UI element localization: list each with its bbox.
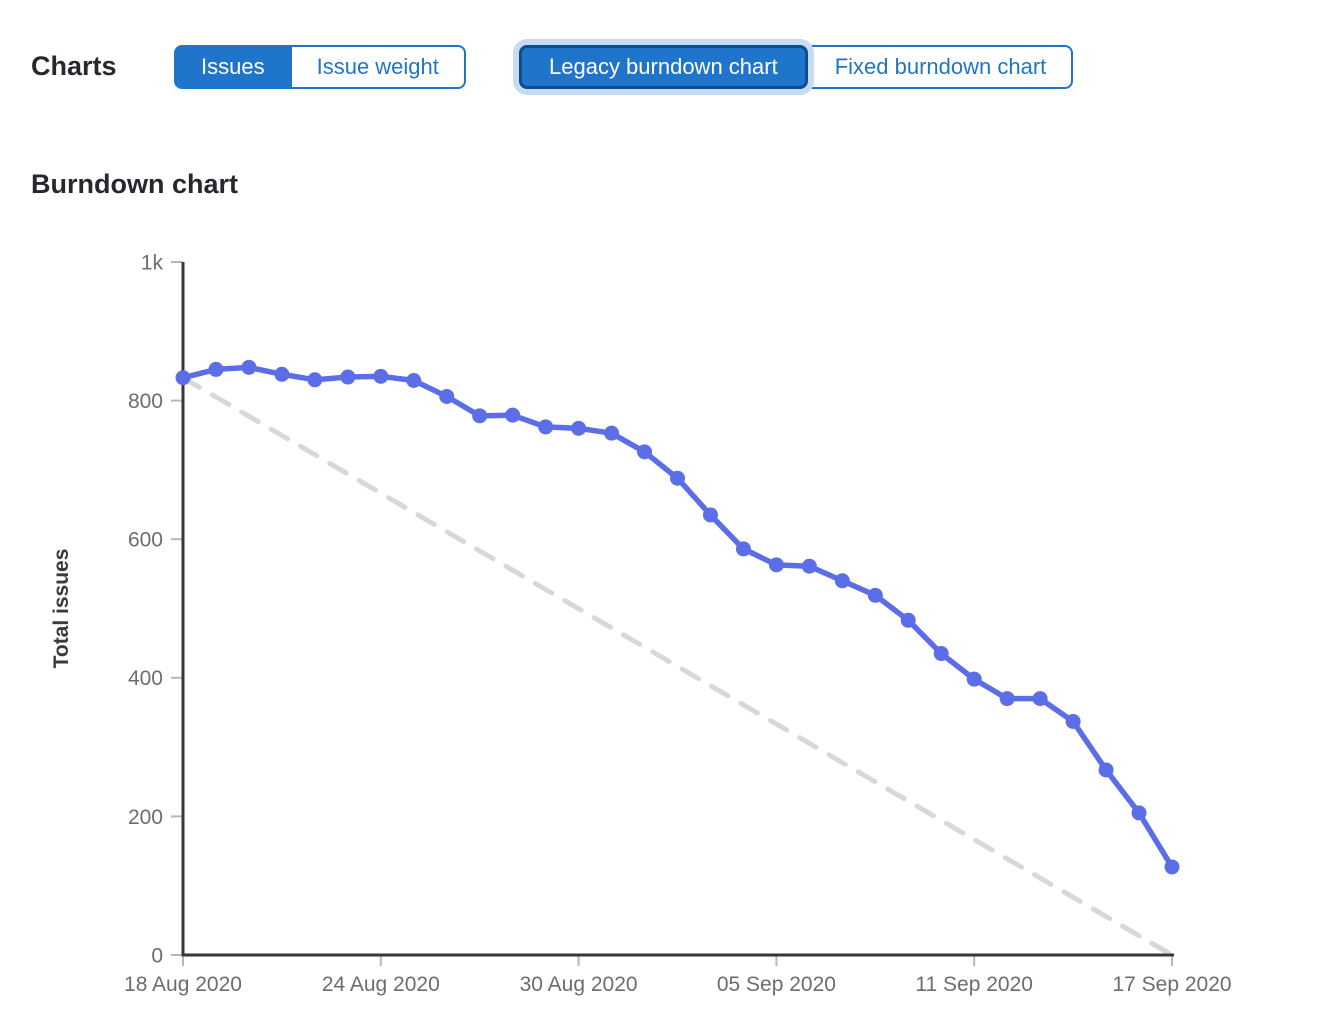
data-point[interactable] [604,425,620,441]
data-point[interactable] [241,359,257,375]
data-point[interactable] [472,408,488,424]
x-axis-tick-label: 17 Sep 2020 [1112,973,1231,996]
data-point[interactable] [637,444,653,460]
fixed-burndown-chart-button[interactable]: Fixed burndown chart [807,45,1074,89]
data-point[interactable] [900,612,916,628]
charts-heading: Charts [31,51,117,81]
data-point[interactable] [867,587,883,603]
x-axis-tick-label: 11 Sep 2020 [915,973,1033,996]
data-point[interactable] [702,507,718,523]
data-point[interactable] [505,407,521,423]
x-axis-tick-label: 30 Aug 2020 [520,973,638,996]
y-axis-tick-label: 0 [151,944,163,967]
y-axis-tick-label: 600 [128,529,163,552]
y-axis-tick-label: 800 [128,390,163,413]
data-point[interactable] [538,419,554,435]
actual-remaining-line [180,364,1175,870]
data-point[interactable] [439,388,455,404]
data-point[interactable] [175,370,191,386]
data-point[interactable] [571,420,587,436]
issue-weight-toggle-button[interactable]: Issue weight [289,45,466,89]
legacy-burndown-chart-button[interactable]: Legacy burndown chart [519,45,808,89]
chart-type-toggle-group: Legacy burndown chart Fixed burndown cha… [519,45,1074,89]
data-point[interactable] [999,691,1015,707]
y-axis-tick-label: 200 [128,806,163,829]
data-point[interactable] [208,361,224,377]
y-axis-tick-label: 400 [128,667,163,690]
y-axis-tick-label: 1k [141,251,164,274]
data-point[interactable] [670,470,685,486]
y-axis-title: Total issues [50,549,73,669]
data-point[interactable] [340,369,356,385]
burndown-chart-title: Burndown chart [31,169,238,199]
data-point[interactable] [801,558,817,574]
data-point[interactable] [735,541,751,557]
data-point[interactable] [834,573,850,589]
data-point[interactable] [1098,762,1114,778]
x-axis-tick-label: 24 Aug 2020 [322,973,440,996]
guideline-dashed-line [180,375,1175,958]
data-point[interactable] [1131,805,1147,821]
data-point[interactable] [406,373,422,389]
data-point[interactable] [1032,691,1048,707]
data-point[interactable] [1164,859,1180,875]
data-point[interactable] [768,557,784,573]
x-axis-tick-label: 18 Aug 2020 [124,973,242,996]
data-point[interactable] [966,671,982,687]
issues-toggle-button[interactable]: Issues [174,45,290,89]
x-axis-tick-label: 05 Sep 2020 [717,973,836,996]
metric-toggle-group: Issues Issue weight [174,45,466,89]
data-point[interactable] [274,366,290,382]
data-point[interactable] [373,368,389,384]
data-point[interactable] [933,646,949,662]
data-point[interactable] [1065,713,1081,729]
data-point[interactable] [307,372,323,388]
